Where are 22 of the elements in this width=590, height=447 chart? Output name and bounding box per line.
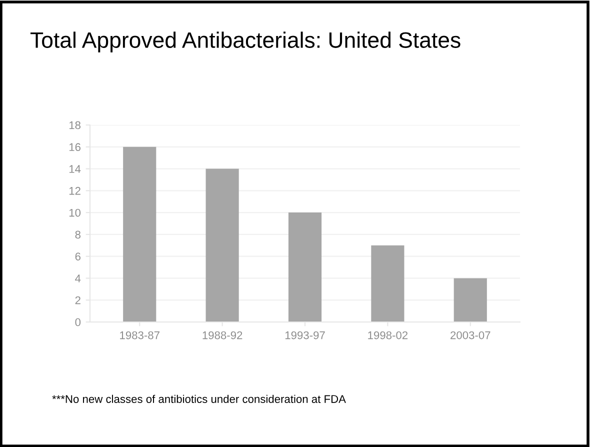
y-tick-label: 16 [69,143,80,152]
x-tick-label: 1988-92 [202,331,242,340]
y-tick-label: 2 [75,296,80,304]
x-tick-label: 1993-97 [285,331,325,340]
y-tick-label: 8 [75,230,80,239]
text: ***No new classes of antibiotics under consideration at FDA [52,394,346,403]
y-tick-label: 10 [69,208,81,217]
bar [454,278,487,322]
y-tick-label: 18 [69,121,80,130]
y-tick-label: 14 [69,165,81,173]
y-tick-label: 0 [75,318,81,326]
chart-title: Total Approved Antibacterials: United States [30,32,460,52]
x-tick-label: 2003-07 [450,331,490,340]
bar [288,212,322,322]
y-tick-label: 12 [69,186,80,195]
y-tick-label: 6 [75,252,80,260]
y-tick-label: 4 [75,274,81,282]
bar [371,245,404,322]
bar [123,146,156,322]
x-tick-label: 1983-87 [120,331,160,340]
x-tick-label: 1998-02 [368,331,408,340]
bar [206,168,239,322]
